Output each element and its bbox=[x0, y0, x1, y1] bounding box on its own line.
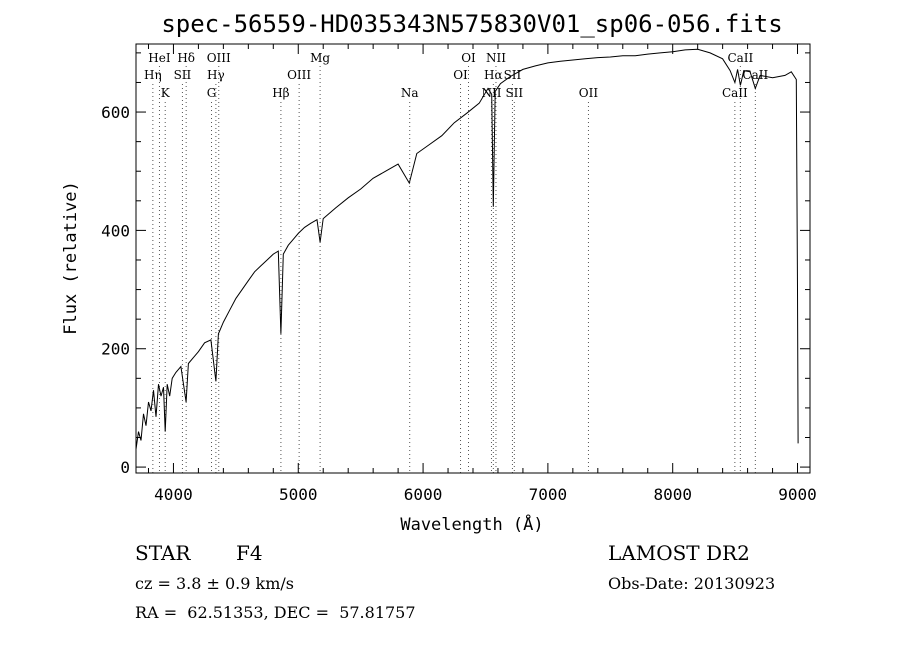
y-tick-label: 200 bbox=[101, 340, 130, 359]
line-label: CaII bbox=[727, 51, 753, 65]
x-tick-label: 5000 bbox=[279, 485, 318, 504]
line-label: Hβ bbox=[272, 86, 289, 100]
line-label: OI bbox=[461, 51, 476, 65]
y-tick-label: 0 bbox=[120, 458, 130, 477]
line-label: SII bbox=[174, 68, 192, 82]
x-axis-label: Wavelength (Å) bbox=[400, 513, 543, 535]
x-tick-label: 7000 bbox=[529, 485, 568, 504]
line-label: HeI bbox=[148, 51, 171, 65]
survey-name: LAMOST DR2 bbox=[608, 541, 750, 565]
y-axis-label: Flux (relative) bbox=[61, 181, 81, 335]
line-label: CaII bbox=[722, 86, 748, 100]
line-label: Hη bbox=[144, 68, 162, 82]
y-axis-ticks: 0 200 400 600 bbox=[101, 52, 810, 477]
line-label: G bbox=[207, 86, 217, 100]
object-type: STAR bbox=[135, 541, 191, 565]
line-label: K bbox=[161, 86, 171, 100]
line-label: OI bbox=[453, 68, 468, 82]
line-label: Hα bbox=[484, 68, 503, 82]
spectral-subclass: F4 bbox=[236, 541, 263, 565]
line-label: OII bbox=[579, 86, 599, 100]
line-label: Mg bbox=[310, 51, 330, 65]
line-label: Hγ bbox=[207, 68, 225, 82]
x-tick-label: 8000 bbox=[653, 485, 692, 504]
obs-date-text: Obs-Date: 20130923 bbox=[608, 574, 776, 593]
y-tick-label: 400 bbox=[101, 221, 130, 240]
x-axis-ticks: 4000 5000 6000 7000 8000 9000 bbox=[147, 44, 817, 504]
line-label: CaII bbox=[742, 68, 768, 82]
line-label: OIII bbox=[287, 68, 311, 82]
line-label: NII bbox=[486, 51, 506, 65]
line-label: Na bbox=[401, 86, 419, 100]
spectral-line-markers bbox=[152, 66, 756, 473]
coordinates-text: RA = 62.51353, DEC = 57.81757 bbox=[135, 603, 416, 622]
line-label: OIII bbox=[207, 51, 231, 65]
x-tick-label: 6000 bbox=[404, 485, 443, 504]
chart-title: spec-56559-HD035343N575830V01_sp06-056.f… bbox=[161, 10, 782, 38]
x-tick-label: 9000 bbox=[778, 485, 817, 504]
redshift-text: cz = 3.8 ± 0.9 km/s bbox=[135, 574, 294, 593]
spectrum-line bbox=[135, 48, 799, 450]
line-label: SII bbox=[505, 86, 523, 100]
x-tick-label: 4000 bbox=[154, 485, 193, 504]
y-tick-label: 600 bbox=[101, 103, 130, 122]
line-label: Hδ bbox=[177, 51, 195, 65]
